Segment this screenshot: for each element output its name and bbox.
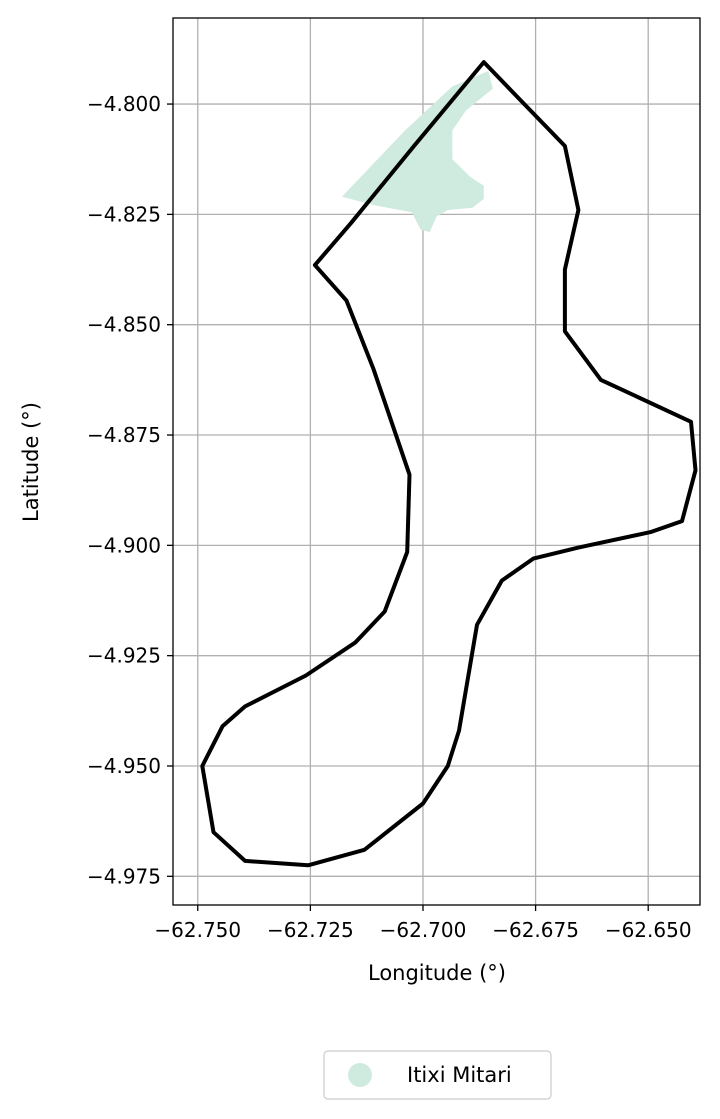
boundary-outline — [200, 60, 698, 868]
x-tick-label: −62.725 — [267, 918, 354, 942]
territory-area — [341, 71, 493, 232]
legend-box — [323, 1050, 552, 1100]
y-axis-label: Latitude (°) — [19, 402, 43, 522]
x-tick-label: −62.650 — [605, 918, 692, 942]
axis-ticks: −62.750 −62.725 −62.700 −62.675 −62.650 −4.80… — [87, 92, 692, 942]
legend: Itixi Mitari — [323, 1050, 552, 1100]
x-tick-label: −62.750 — [154, 918, 241, 942]
y-tick-label: −4.875 — [87, 423, 161, 447]
x-tick-label: −62.700 — [380, 918, 467, 942]
x-tick-label: −62.675 — [492, 918, 579, 942]
y-tick-label: −4.950 — [87, 754, 161, 778]
y-tick-label: −4.925 — [87, 644, 161, 668]
territory-areas — [341, 71, 493, 232]
axes-frame — [172, 17, 701, 906]
boundary-layer — [200, 60, 698, 868]
y-tick-label: −4.900 — [87, 533, 161, 557]
legend-label: Itixi Mitari — [407, 1063, 512, 1087]
legend-marker — [348, 1063, 372, 1087]
x-axis-label: Longitude (°) — [368, 961, 506, 985]
y-tick-label: −4.800 — [87, 92, 161, 116]
y-tick-label: −4.975 — [87, 864, 161, 888]
y-tick-label: −4.850 — [87, 313, 161, 337]
y-tick-label: −4.825 — [87, 202, 161, 226]
